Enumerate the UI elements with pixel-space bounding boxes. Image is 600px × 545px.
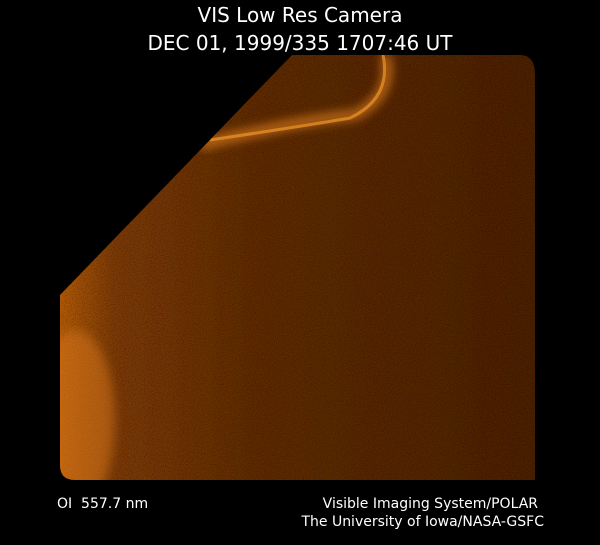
title: VIS Low Res Camera xyxy=(198,3,403,27)
timestamp: DEC 01, 1999/335 1707:46 UT xyxy=(148,31,454,55)
wavelength: OI 557.7 nm xyxy=(57,496,148,512)
instrument: Visible Imaging System/POLAR xyxy=(323,496,539,512)
camera-image xyxy=(60,55,535,480)
institution: The University of Iowa/NASA-GSFC xyxy=(300,514,544,530)
